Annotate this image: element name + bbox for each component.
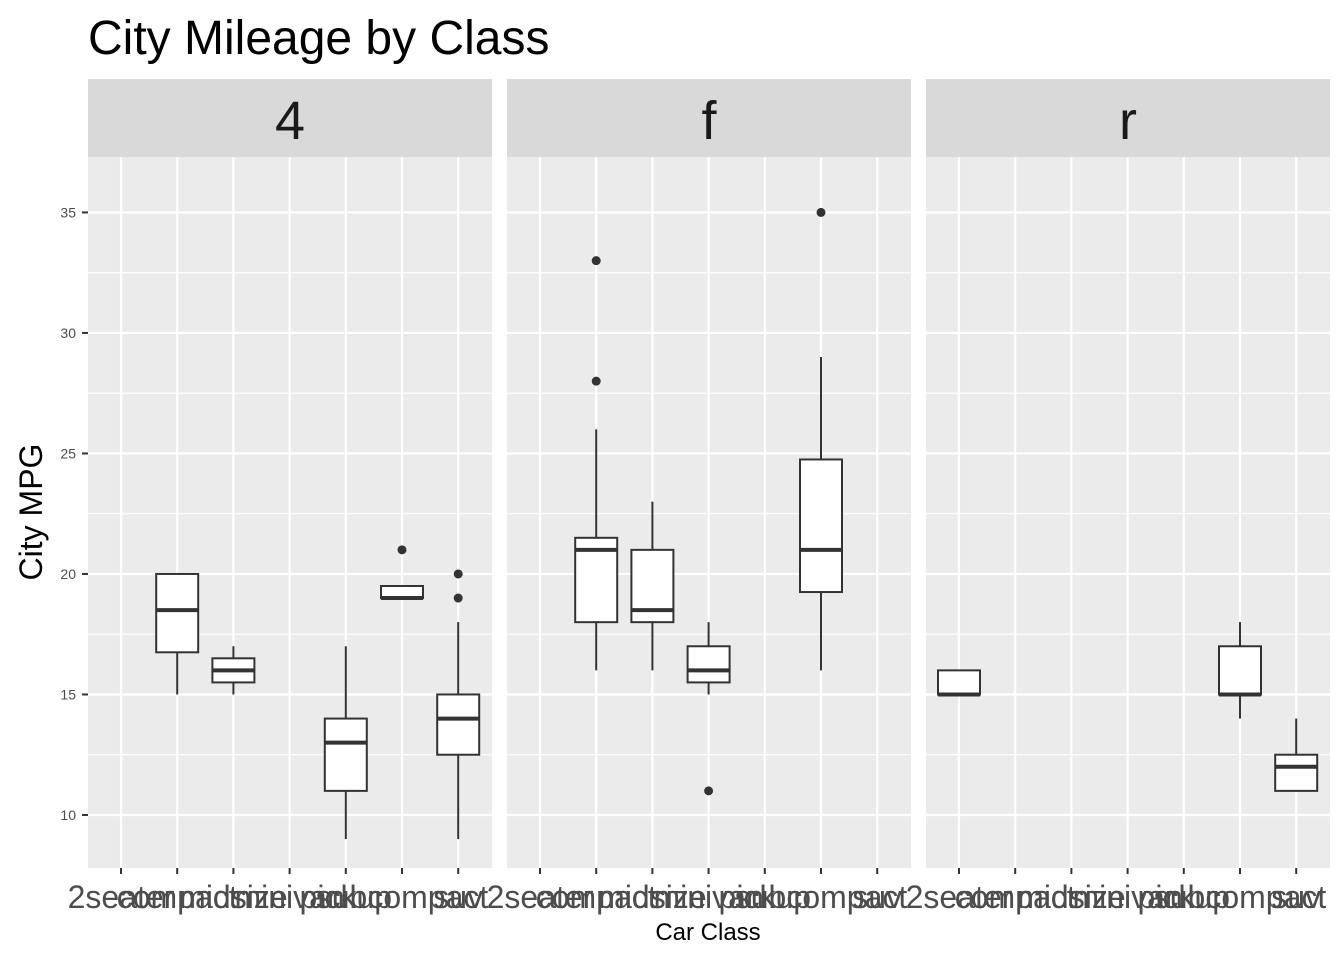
outlier-point (591, 376, 601, 386)
box-midsize (630, 501, 675, 671)
x-tick-label: subcompact (735, 879, 908, 915)
facet-label: 4 (275, 91, 305, 151)
x-axis-title: Car Class (655, 919, 760, 946)
x-tick-label: midsize (1017, 879, 1125, 915)
outlier-point (591, 256, 601, 266)
x-tick-label: subcompact (316, 879, 489, 915)
outlier-point (453, 569, 463, 579)
y-tick-label: 10 (60, 807, 76, 823)
box-body (937, 669, 981, 696)
facet-strip (88, 79, 492, 157)
x-tick-label: compact (955, 879, 1076, 915)
box-body (436, 693, 481, 756)
outlier-point (397, 545, 407, 555)
box-midsize (211, 646, 256, 695)
y-tick-label: 25 (60, 445, 76, 461)
facet-panel-r: r 2seatercompactmidsizeminivanpickupsubco… (906, 79, 1330, 915)
x-tick-label: compact (117, 879, 238, 915)
box-body (686, 645, 731, 684)
x-tick-label: suv (852, 879, 902, 915)
outlier-point (816, 207, 826, 217)
box-2seater (937, 669, 981, 697)
chart-title: City Mileage by Class (88, 12, 549, 65)
x-tick-label: pickup (300, 879, 393, 915)
outlier-point (704, 786, 714, 796)
box-subcompact (1218, 622, 1262, 719)
facet-label: f (701, 91, 717, 151)
x-tick-label: pickup (719, 879, 812, 915)
facet-panel-4: 4 2seatercompactmidsizeminivanpickupsubco… (68, 79, 492, 915)
outlier-point (453, 593, 463, 603)
x-tick-label: suv (1271, 879, 1321, 915)
y-tick-label: 15 (60, 686, 76, 702)
facet-strip (926, 79, 1330, 157)
box-body (323, 717, 368, 792)
x-tick-label: minivan (234, 879, 344, 915)
box-body (574, 536, 619, 624)
y-axis: 10 15 20 25 30 35 (60, 204, 88, 823)
y-tick-label: 35 (60, 204, 76, 220)
box-pickup (323, 646, 368, 840)
x-tick-label: minivan (1072, 879, 1182, 915)
y-tick-label: 20 (60, 566, 76, 582)
x-tick-label: suv (433, 879, 483, 915)
facet-panels: 42seatercompactmidsizeminivanpickupsubco… (60, 79, 1330, 915)
x-tick-label: minivan (653, 879, 763, 915)
box-compact (574, 256, 619, 671)
x-tick-label: compact (536, 879, 657, 915)
x-tick-label: midsize (179, 879, 287, 915)
x-tick-label: 2seater (68, 879, 175, 915)
x-tick-label: pickup (1138, 879, 1231, 915)
box-body (799, 458, 843, 594)
box-subcompact (380, 545, 424, 601)
y-tick-label: 30 (60, 325, 76, 341)
box-body (1274, 753, 1319, 792)
box-body (1218, 645, 1262, 696)
box-suv (436, 569, 481, 840)
facet-strip (507, 79, 911, 157)
box-subcompact (799, 207, 843, 671)
box-minivan (686, 622, 731, 796)
facet-panel-f: f 2seatercompactmidsizeminivanpickupsubco… (487, 79, 911, 915)
x-tick-label: 2seater (906, 879, 1013, 915)
x-tick-label: midsize (598, 879, 706, 915)
y-axis-title: City MPG (13, 444, 49, 581)
facet-label: r (1119, 91, 1137, 151)
box-body (155, 572, 200, 654)
box-suv (1274, 718, 1319, 792)
box-compact (155, 572, 200, 695)
x-tick-label: subcompact (1154, 879, 1327, 915)
x-tick-label: 2seater (487, 879, 594, 915)
